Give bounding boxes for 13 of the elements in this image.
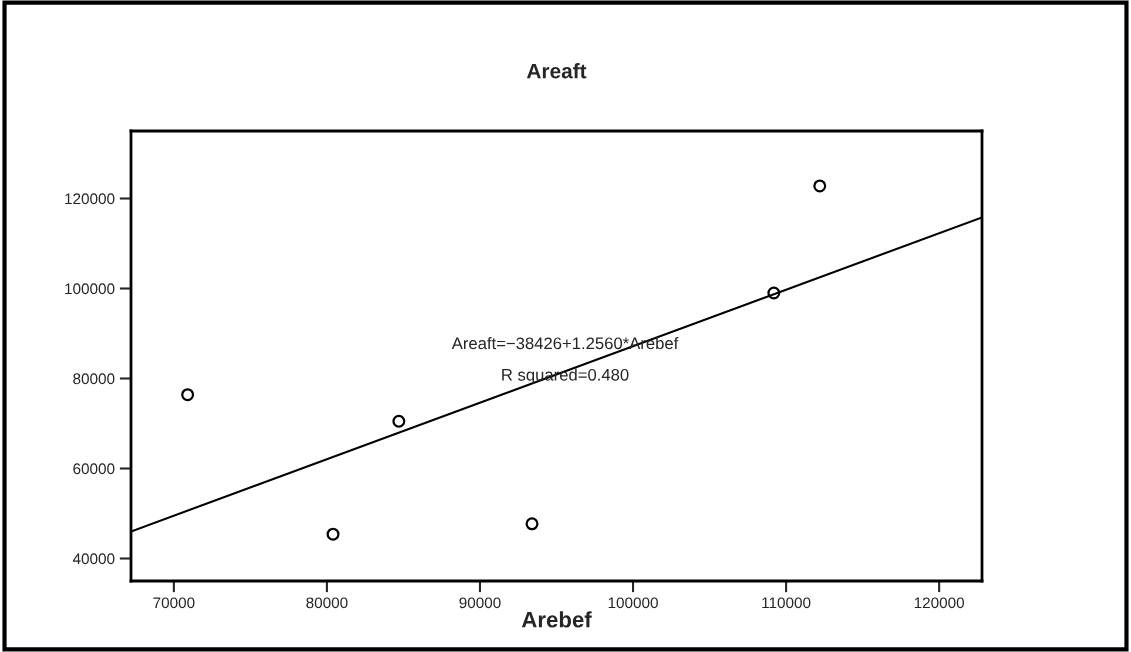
x-tick-label: 80000: [306, 597, 348, 609]
x-tick-label: 100000: [608, 597, 658, 609]
y-tick-label: 120000: [65, 193, 115, 205]
y-tick-label: 100000: [65, 283, 115, 295]
x-tick-label: 110000: [762, 597, 811, 609]
y-tick-label: 40000: [72, 553, 115, 565]
x-tick-label: 70000: [153, 597, 195, 609]
x-axis-title: Arebef: [521, 611, 592, 628]
y-tick-label: 80000: [73, 373, 115, 385]
x-tick-label: 120000: [914, 597, 965, 609]
chart-title: Areaft: [526, 63, 587, 79]
x-tick-label: 90000: [459, 597, 501, 609]
y-tick-label: 60000: [73, 463, 115, 475]
